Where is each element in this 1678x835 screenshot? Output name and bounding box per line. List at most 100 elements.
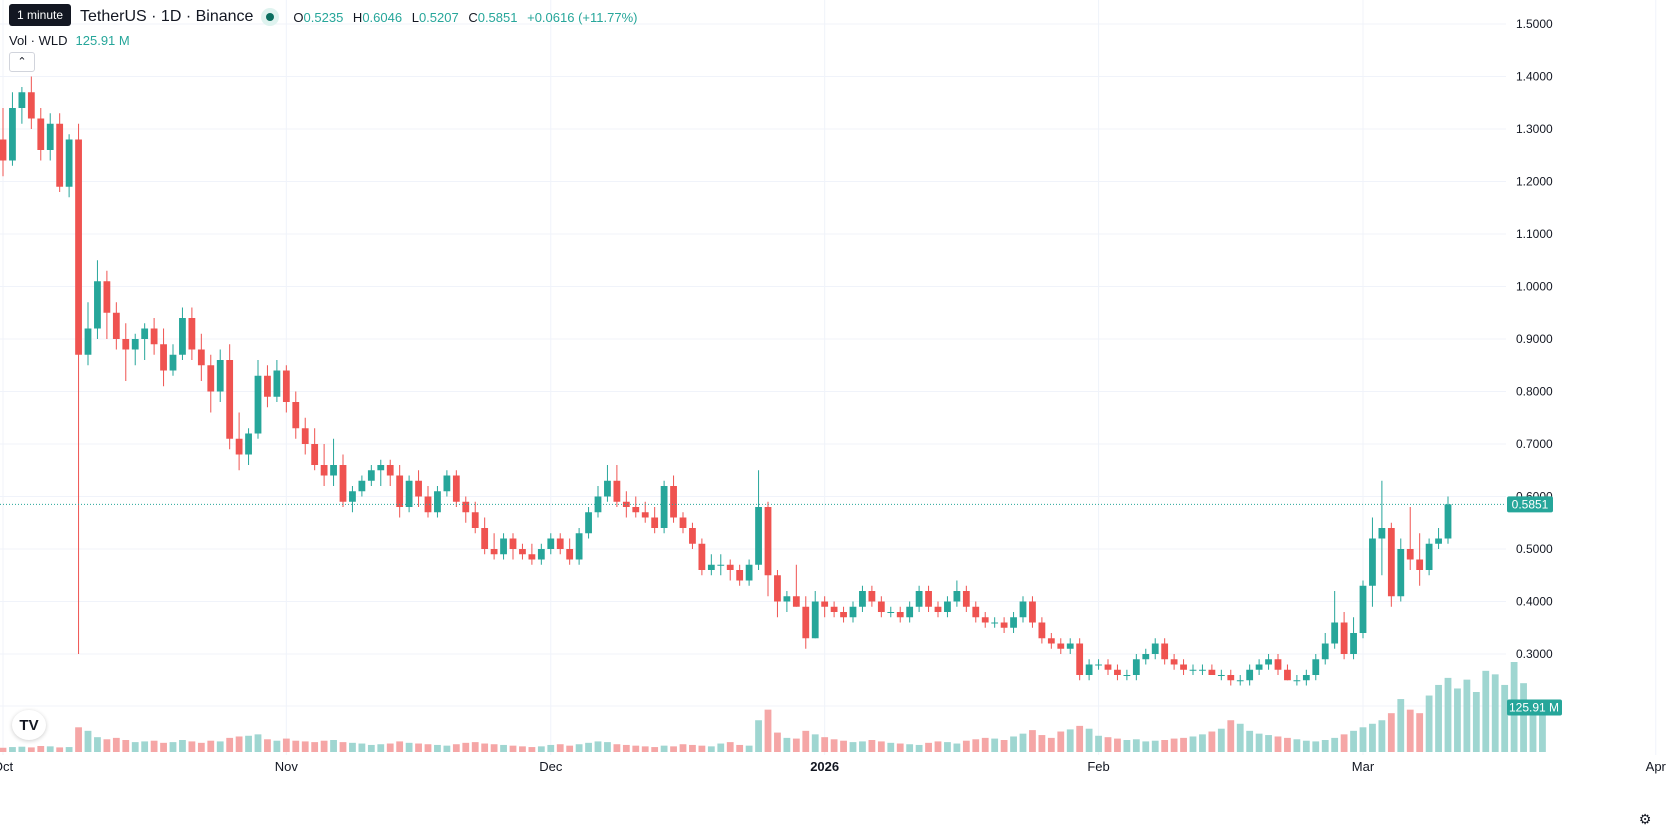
volume-bar: [1029, 730, 1036, 752]
y-tick-label: 1.5000: [1516, 17, 1553, 31]
symbol-title[interactable]: TetherUS · 1D · Binance: [80, 8, 254, 25]
volume-label[interactable]: Vol · WLD: [9, 33, 68, 48]
volume-bar: [1095, 735, 1102, 752]
last-volume-label: 125.91 M: [1509, 701, 1559, 715]
candle-body: [585, 512, 592, 534]
candle-body: [604, 480, 611, 497]
y-tick-label: 0.3000: [1516, 647, 1553, 661]
low-label: L: [411, 9, 419, 25]
candle-body: [264, 375, 271, 397]
candle-body: [396, 475, 404, 507]
volume-bar: [1236, 723, 1244, 752]
volume-bar: [1255, 733, 1263, 752]
ohlc-values: O0.5235 H0.6046 L0.5207 C0.5851 +0.0616 …: [293, 10, 637, 25]
volume-bar: [292, 740, 300, 752]
volume-bar: [802, 730, 810, 752]
candle-body: [528, 554, 536, 560]
candle-body: [906, 606, 914, 618]
volume-bar: [179, 740, 186, 752]
volume-bar: [37, 746, 45, 752]
y-tick-label: 1.3000: [1516, 122, 1553, 136]
candle-body: [840, 612, 847, 618]
volume-bar: [877, 741, 885, 752]
candle-body: [235, 438, 243, 455]
grid-layer: [0, 0, 1657, 755]
candle-body: [689, 528, 696, 544]
candle-body: [169, 354, 177, 371]
candle-body: [207, 365, 215, 392]
tradingview-logo-icon[interactable]: TV: [12, 710, 46, 740]
volume-bar: [500, 744, 507, 752]
volume-bar: [1369, 723, 1376, 752]
volume-bar: [1520, 683, 1527, 752]
candle-body: [537, 549, 545, 560]
candle-body: [622, 501, 630, 507]
volume-bar: [1340, 734, 1348, 752]
volume-bar: [981, 737, 989, 752]
volume-bar: [150, 740, 158, 752]
volume-bar: [632, 745, 640, 752]
volume-bar: [254, 734, 262, 752]
volume-bar: [1208, 731, 1216, 752]
candle-body: [37, 118, 45, 150]
candle-body: [802, 606, 810, 639]
candle-body: [1180, 664, 1187, 670]
volume-bar: [405, 742, 413, 752]
close-value: 0.5851: [477, 9, 518, 25]
candle-body: [887, 612, 895, 613]
volume-bar: [84, 730, 92, 752]
volume-bar: [1454, 688, 1461, 752]
volume-bar: [915, 744, 923, 752]
volume-bar: [537, 746, 545, 752]
volume-bar: [1350, 730, 1357, 752]
candle-body: [1161, 643, 1169, 660]
candle-body: [56, 123, 64, 187]
volume-bar: [613, 744, 621, 752]
candle-body: [1425, 543, 1433, 570]
volume-layer: [0, 662, 1546, 752]
volume-bar: [160, 742, 167, 752]
volume-bar: [821, 737, 829, 752]
axis-layer: 1.5000 1.4000 1.3000 1.2000 1.1000 1.0000 0.90…: [0, 17, 1667, 774]
candle-body: [1265, 659, 1272, 665]
volume-bar: [575, 744, 583, 752]
x-tick-label: Dec: [539, 759, 563, 774]
volume-bar: [1302, 740, 1310, 752]
y-tick-label: 1.4000: [1516, 70, 1553, 84]
volume-bar: [764, 709, 772, 752]
candle-body: [519, 549, 526, 555]
candle-body: [1444, 504, 1452, 539]
candle-body: [764, 507, 772, 576]
candle-body: [1217, 675, 1225, 676]
candle-body: [981, 617, 989, 623]
candle-body: [415, 480, 422, 497]
candle-body: [953, 591, 961, 602]
volume-bar: [641, 746, 649, 752]
market-status-icon[interactable]: [261, 8, 280, 26]
candle-body: [1085, 664, 1093, 675]
collapse-legend-button[interactable]: ⌃: [9, 52, 35, 72]
volume-bar: [868, 740, 876, 752]
volume-bar: [197, 742, 205, 752]
volume-bar: [594, 741, 602, 752]
candle-body: [301, 428, 309, 444]
volume-bar: [1161, 740, 1169, 752]
candle-body: [0, 139, 7, 161]
candle-body: [112, 312, 120, 339]
volume-bar: [840, 740, 847, 752]
y-tick-label: 0.5000: [1516, 542, 1553, 556]
candle-body: [1302, 675, 1310, 681]
last-price-badge: [1507, 496, 1553, 513]
volume-bar: [887, 742, 895, 752]
x-tick-label: Oct: [0, 759, 13, 774]
candle-body: [641, 512, 649, 518]
volume-bar: [1132, 739, 1140, 752]
candle-body: [991, 622, 999, 624]
settings-gear-icon[interactable]: ⚙: [1638, 811, 1652, 827]
volume-bar: [707, 746, 715, 752]
volume-bar: [1000, 740, 1008, 752]
volume-bar: [424, 744, 432, 752]
candle-body: [1151, 643, 1159, 654]
